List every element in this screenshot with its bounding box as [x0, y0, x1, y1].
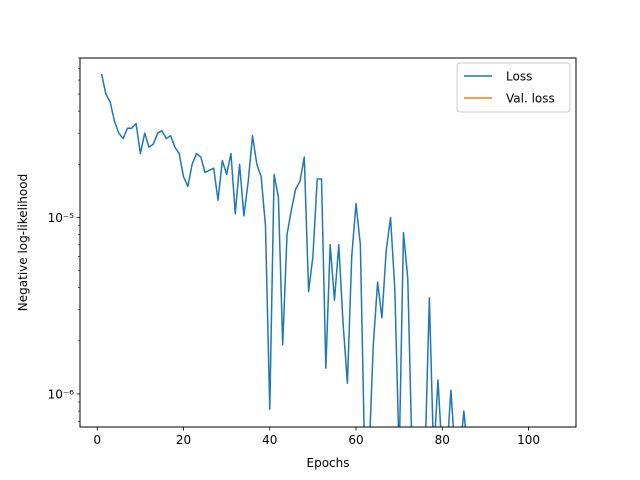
- y-axis: 10⁻⁶ 10⁻⁵: [48, 57, 80, 422]
- x-axis-label: Epochs: [307, 456, 350, 470]
- x-tick-label: 100: [517, 433, 540, 447]
- y-tick-label: 10⁻⁵: [48, 211, 75, 225]
- series-line-0: [100, 73, 467, 427]
- x-tick-label: 80: [435, 433, 450, 447]
- y-axis-label: Negative log-likelihood: [16, 174, 30, 311]
- legend-label-loss: Loss: [506, 70, 532, 84]
- x-tick-label: 60: [348, 433, 363, 447]
- legend: Loss Val. loss: [456, 62, 571, 113]
- x-tick-label: 40: [262, 433, 277, 447]
- x-tick-label: 0: [93, 433, 101, 447]
- x-tick-label: 20: [176, 433, 191, 447]
- y-tick-label: 10⁻⁶: [48, 387, 75, 401]
- series-layer: [100, 73, 467, 427]
- plot-frame: [79, 57, 577, 428]
- x-axis: 0 20 40 60 80 100: [93, 427, 540, 447]
- legend-label-val-loss: Val. loss: [506, 92, 555, 106]
